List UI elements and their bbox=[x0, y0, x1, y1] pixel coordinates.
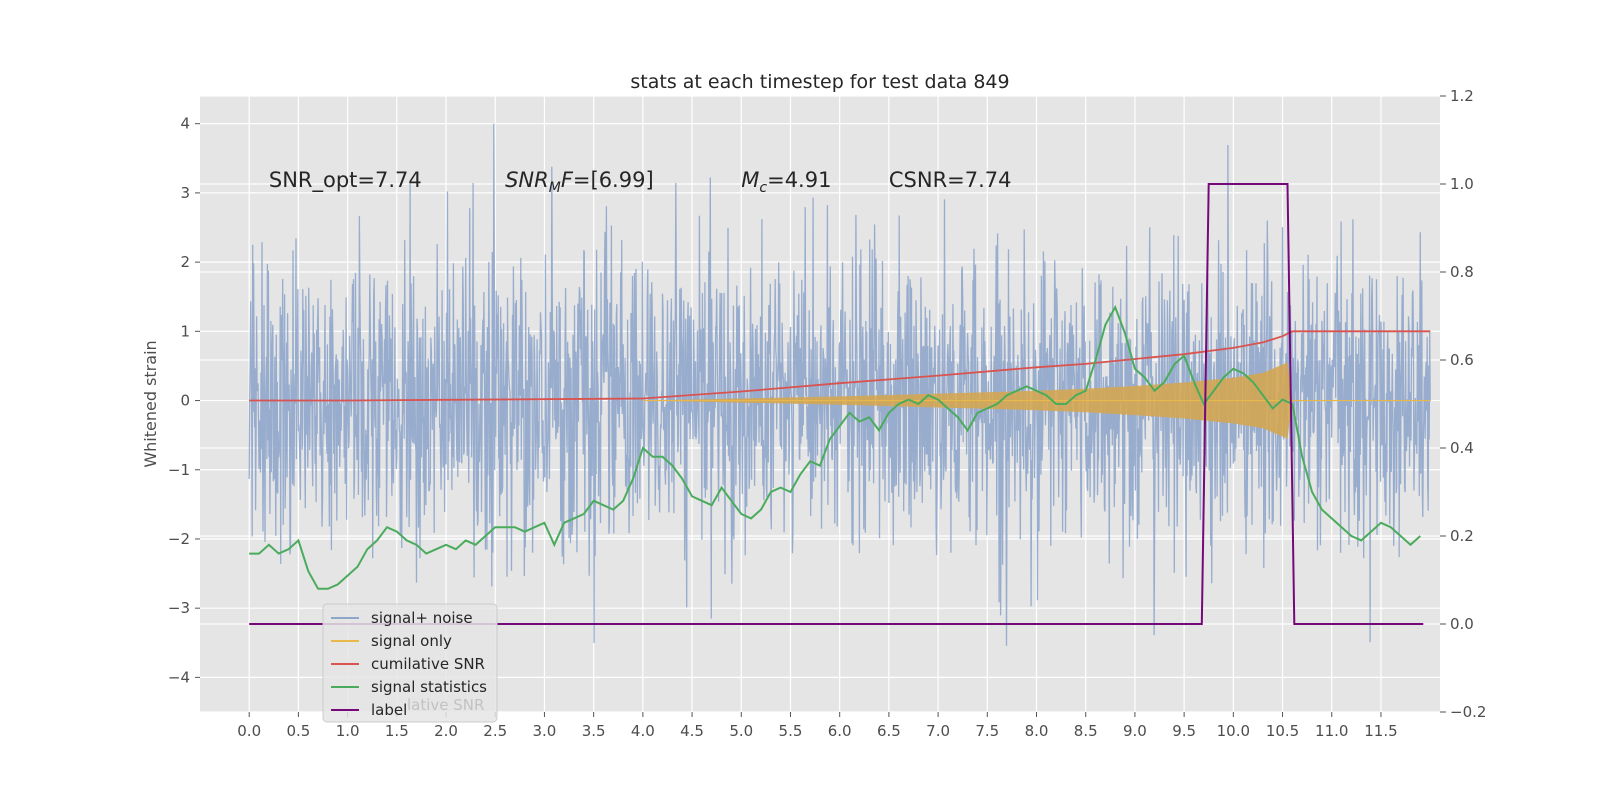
annotation-mc: Mc=4.91 bbox=[741, 168, 831, 196]
x-tick-label: 6.5 bbox=[877, 722, 901, 740]
y-tick-label-left: −4 bbox=[168, 668, 190, 686]
x-tick-label: 0.5 bbox=[286, 722, 310, 740]
x-tick-label: 10.5 bbox=[1266, 722, 1299, 740]
legend-ghost-text: lative SNR bbox=[407, 696, 484, 714]
legend: lative SNR signal+ noise signal only cumila… bbox=[322, 603, 498, 723]
legend-box bbox=[322, 603, 498, 723]
x-tick-label: 4.5 bbox=[680, 722, 704, 740]
annotation-snr-mf-f: F bbox=[561, 168, 574, 192]
x-tick-label: 9.5 bbox=[1172, 722, 1196, 740]
y-tick-label-right: 0.8 bbox=[1450, 263, 1474, 281]
y-tick-label-left: 0 bbox=[180, 392, 190, 410]
y-tick-label-left: −1 bbox=[168, 461, 190, 479]
series-cumulative-snr bbox=[249, 330, 1431, 402]
legend-entry-label: signal+ noise bbox=[371, 609, 473, 627]
annotation-snr-opt: SNR_opt=7.74 bbox=[269, 168, 422, 193]
x-tick-label: 2.0 bbox=[434, 722, 458, 740]
annotation-mc-sub: c bbox=[759, 180, 767, 196]
x-tick-label: 5.0 bbox=[729, 722, 753, 740]
x-tick-label: 7.0 bbox=[926, 722, 950, 740]
x-tick-label: 4.0 bbox=[631, 722, 655, 740]
x-tick-label: 3.0 bbox=[533, 722, 557, 740]
x-tick-label: 8.0 bbox=[1025, 722, 1049, 740]
y-tick-label-left: −2 bbox=[168, 530, 190, 548]
legend-entry-label: signal statistics bbox=[371, 678, 487, 696]
legend-entry-label: label bbox=[371, 701, 407, 719]
annotation-snr-mf-value: =[6.99] bbox=[573, 168, 654, 192]
annotation-snr-mf: SNRMF=[6.99] bbox=[505, 168, 654, 196]
annotation-snr-mf-symbol: SNR bbox=[505, 168, 549, 192]
legend-entry-label: cumilative SNR bbox=[371, 655, 485, 673]
chart-title: stats at each timestep for test data 849 bbox=[630, 71, 1009, 93]
annotation-mc-value: =4.91 bbox=[767, 168, 831, 192]
axes-layer: 0.0 0.5 1.0 1.5 2.0 2.5 3.0 3.5 4.0 4.5 5.0 5.5 6.0 6… bbox=[168, 87, 1487, 740]
x-tick-label: 0.0 bbox=[237, 722, 261, 740]
x-tick-label: 5.5 bbox=[779, 722, 803, 740]
x-tick-label: 2.5 bbox=[483, 722, 507, 740]
y-tick-label-right: 0.0 bbox=[1450, 615, 1474, 633]
y-tick-label-right: 0.6 bbox=[1450, 351, 1474, 369]
y-tick-label-right: 0.2 bbox=[1450, 527, 1474, 545]
x-tick-label: 11.5 bbox=[1364, 722, 1397, 740]
y-tick-label-left: 2 bbox=[180, 253, 190, 271]
x-tick-label: 3.5 bbox=[582, 722, 606, 740]
series-layer bbox=[248, 123, 1431, 646]
x-tick-label: 7.5 bbox=[975, 722, 999, 740]
y-tick-label-left: 4 bbox=[180, 115, 190, 133]
y-tick-label-right: 0.4 bbox=[1450, 439, 1474, 457]
x-tick-label: 8.5 bbox=[1074, 722, 1098, 740]
legend-entry-label: signal only bbox=[371, 632, 452, 650]
x-tick-label: 10.0 bbox=[1217, 722, 1250, 740]
y-tick-label-left: −3 bbox=[168, 599, 190, 617]
annotation-snr-mf-sub: M bbox=[549, 180, 561, 196]
y-tick-label-right: 1.0 bbox=[1450, 175, 1474, 193]
series-signal-noise bbox=[248, 123, 1431, 646]
annotation-csnr: CSNR=7.74 bbox=[889, 168, 1012, 192]
y-tick-label-right: 1.2 bbox=[1450, 87, 1474, 105]
x-tick-label: 9.0 bbox=[1123, 722, 1147, 740]
y-tick-label-left: 1 bbox=[180, 322, 190, 340]
x-tick-label: 1.0 bbox=[336, 722, 360, 740]
y-axis-label: Whitened strain bbox=[141, 340, 160, 467]
y-tick-label-right: −0.2 bbox=[1450, 703, 1486, 721]
x-tick-label: 1.5 bbox=[385, 722, 409, 740]
annotation-layer: SNR_opt=7.74 SNRMF=[6.99] Mc=4.91 CSNR=7.74 bbox=[269, 168, 1012, 196]
y-tick-label-left: 3 bbox=[180, 184, 190, 202]
x-tick-label: 6.0 bbox=[828, 722, 852, 740]
annotation-mc-symbol: M bbox=[741, 168, 759, 192]
x-tick-label: 11.0 bbox=[1315, 722, 1348, 740]
series-signal-statistics bbox=[249, 304, 1421, 590]
series-label bbox=[249, 183, 1424, 625]
